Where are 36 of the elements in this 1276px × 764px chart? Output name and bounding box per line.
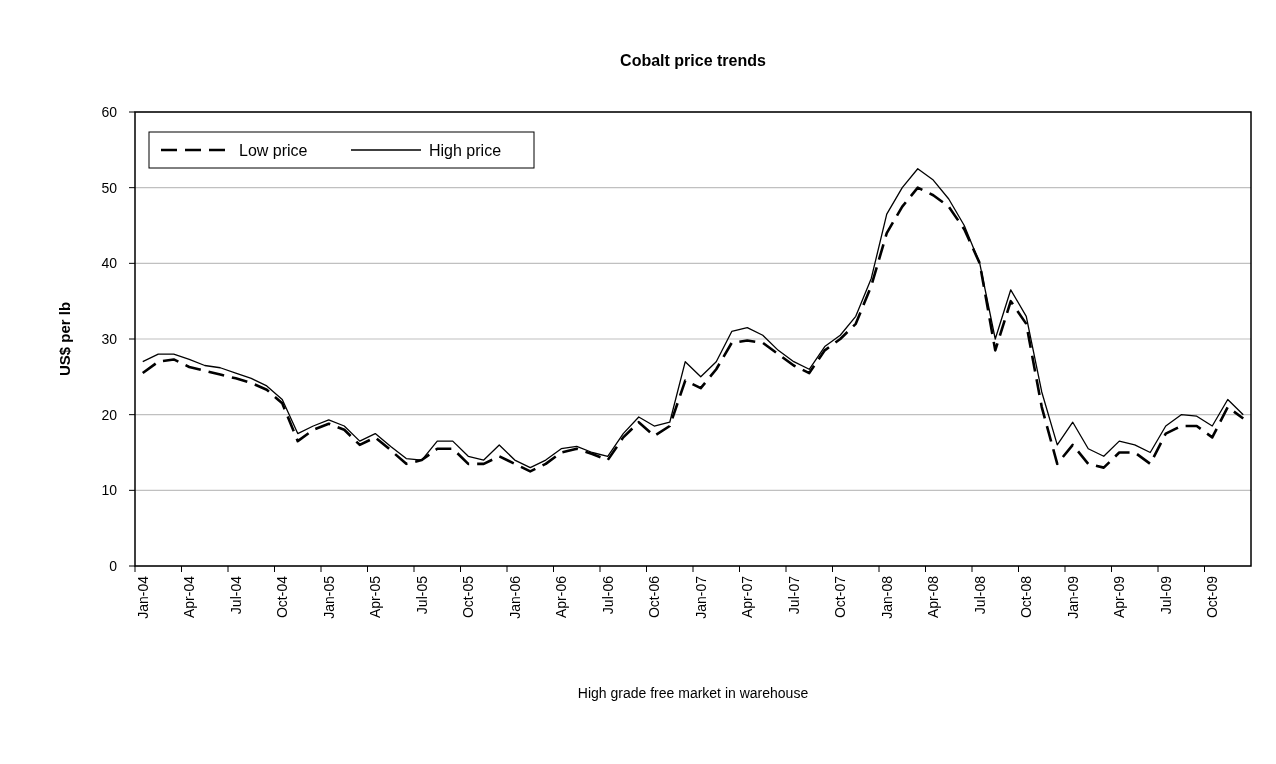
x-tick-label: Oct-07 bbox=[832, 575, 849, 619]
y-tick-label: 40 bbox=[101, 255, 118, 272]
x-tick-label: Apr-08 bbox=[925, 575, 942, 619]
x-tick-label: Jul-07 bbox=[785, 575, 802, 615]
x-tick-label: Jan-08 bbox=[878, 575, 895, 619]
y-tick-label: 60 bbox=[101, 104, 118, 120]
y-axis-title: US$ per lb bbox=[56, 301, 73, 377]
y-tick-label: 0 bbox=[109, 558, 118, 574]
x-tick-label: Jan-06 bbox=[506, 575, 523, 619]
x-tick-label: Jul-06 bbox=[599, 575, 616, 615]
legend-label: Low price bbox=[239, 142, 308, 159]
x-tick-label: Jul-04 bbox=[227, 575, 244, 615]
x-tick-label: Jul-09 bbox=[1157, 575, 1174, 615]
x-tick-label: Apr-04 bbox=[181, 575, 198, 619]
x-tick-label: Jan-07 bbox=[692, 575, 709, 619]
x-tick-label: Apr-09 bbox=[1111, 575, 1128, 619]
x-tick-label: Apr-07 bbox=[739, 575, 756, 619]
x-tick-label: Oct-05 bbox=[460, 575, 477, 619]
x-tick-label: Oct-09 bbox=[1204, 575, 1221, 619]
x-tick-label: Oct-04 bbox=[274, 575, 291, 619]
y-tick-label: 10 bbox=[101, 482, 118, 499]
x-tick-label: Jul-08 bbox=[971, 575, 988, 615]
legend-label: High price bbox=[429, 142, 502, 159]
x-tick-label: Jan-05 bbox=[320, 575, 337, 619]
x-tick-label: Jul-05 bbox=[413, 575, 430, 615]
x-tick-label: Apr-06 bbox=[553, 575, 570, 619]
chart-title: Cobalt price trends bbox=[620, 52, 766, 69]
y-tick-label: 50 bbox=[101, 179, 118, 196]
x-tick-label: Oct-08 bbox=[1018, 575, 1035, 619]
y-tick-label: 30 bbox=[101, 331, 118, 347]
x-tick-label: Apr-05 bbox=[367, 575, 384, 619]
x-tick-label: Jan-09 bbox=[1064, 575, 1081, 619]
x-tick-label: Oct-06 bbox=[646, 575, 663, 619]
x-tick-label: Jan-04 bbox=[134, 575, 151, 619]
y-tick-label: 20 bbox=[101, 406, 118, 423]
text: High grade free market in warehouse bbox=[577, 685, 809, 701]
